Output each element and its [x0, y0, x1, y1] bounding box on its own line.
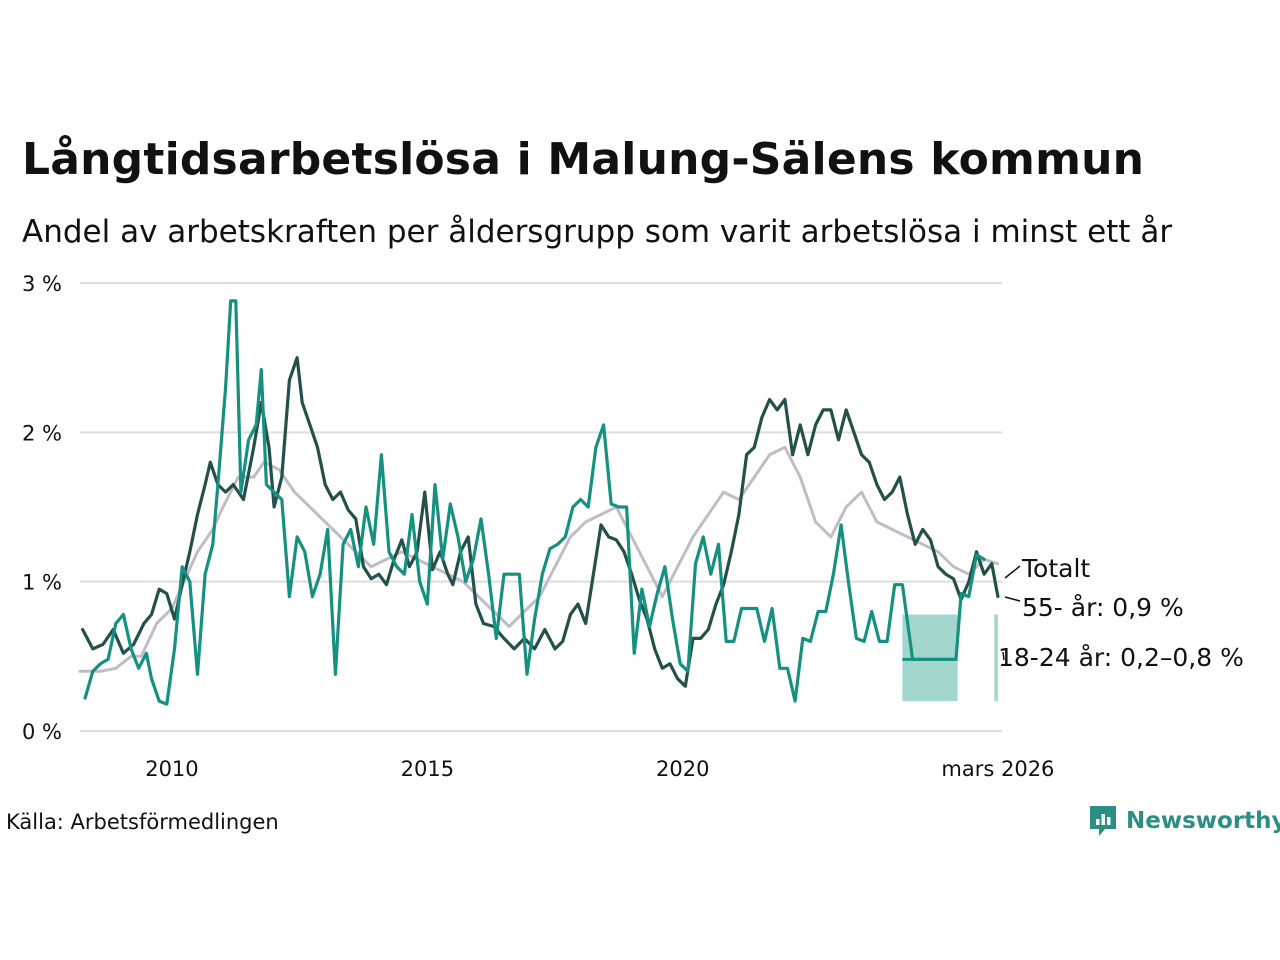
series-line-2	[83, 299, 986, 706]
series-label-2: 18-24 år: 0,2–0,8 %	[998, 643, 1244, 672]
x-tick-label-2: 2020	[656, 757, 709, 781]
label-leader-1	[1004, 596, 1021, 602]
label-leader-2	[1002, 651, 1005, 661]
y-tick-label-0: 0 %	[22, 720, 62, 744]
series-end-labels: Totalt 55- år: 0,9 % 18-24 år: 0,2–0,8 %	[998, 554, 1244, 672]
newsworthy-logo: Newsworthy	[1088, 803, 1280, 839]
x-axis-tick-labels: 2010 2015 2020 mars 2026	[145, 757, 1054, 781]
uncertainty-band-1	[994, 614, 998, 702]
series-label-1: 55- år: 0,9 %	[1022, 593, 1184, 622]
series-lines	[78, 299, 1000, 706]
series-line-0	[78, 445, 1000, 673]
y-axis-tick-labels: 0 % 1 % 2 % 3 %	[22, 272, 62, 744]
series-line-1	[81, 356, 1000, 688]
chart-title: Långtidsarbetslösa i Malung-Sälens kommu…	[22, 134, 1145, 185]
y-tick-label-1: 1 %	[22, 571, 62, 595]
gridlines	[80, 282, 1002, 732]
x-tick-label-3: mars 2026	[941, 757, 1054, 781]
source-note: Källa: Arbetsförmedlingen	[6, 810, 279, 834]
x-tick-label-1: 2015	[401, 757, 454, 781]
brand-name: Newsworthy	[1126, 808, 1280, 834]
series-label-0: Totalt	[1021, 554, 1090, 583]
newsworthy-logo-icon	[1090, 806, 1116, 836]
label-leader-0	[1004, 565, 1021, 579]
y-tick-label-3: 3 %	[22, 272, 62, 296]
x-tick-label-0: 2010	[145, 757, 198, 781]
chart-subtitle: Andel av arbetskraften per åldersgrupp s…	[22, 214, 1173, 250]
y-tick-label-2: 2 %	[22, 421, 62, 445]
